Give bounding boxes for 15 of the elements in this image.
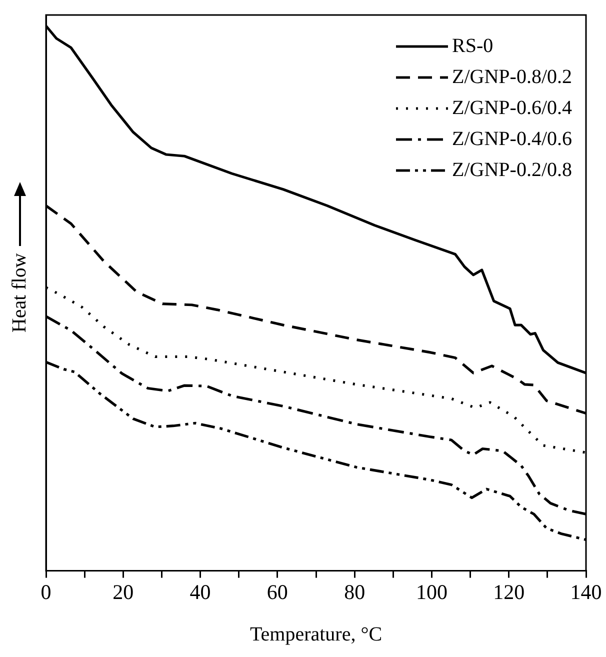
legend-label: RS-0 [452, 34, 494, 57]
x-tick-label: 20 [112, 580, 134, 604]
legend-label: Z/GNP-0.8/0.2 [452, 66, 572, 88]
x-tick-label: 140 [570, 580, 602, 604]
x-tick-label: 60 [266, 580, 288, 604]
x-tick-label: 120 [493, 580, 525, 604]
legend-label: Z/GNP-0.2/0.8 [452, 158, 572, 181]
y-axis-title: Heat flow [8, 252, 30, 333]
legend-label: Z/GNP-0.6/0.4 [452, 96, 572, 119]
x-tick-label: 80 [344, 580, 366, 604]
x-tick-label: 0 [40, 580, 52, 604]
x-tick-label: 100 [416, 580, 448, 604]
x-tick-label: 40 [190, 580, 211, 604]
legend-label: Z/GNP-0.4/0.6 [452, 128, 572, 150]
x-axis-title: Temperature, °C [250, 623, 382, 646]
